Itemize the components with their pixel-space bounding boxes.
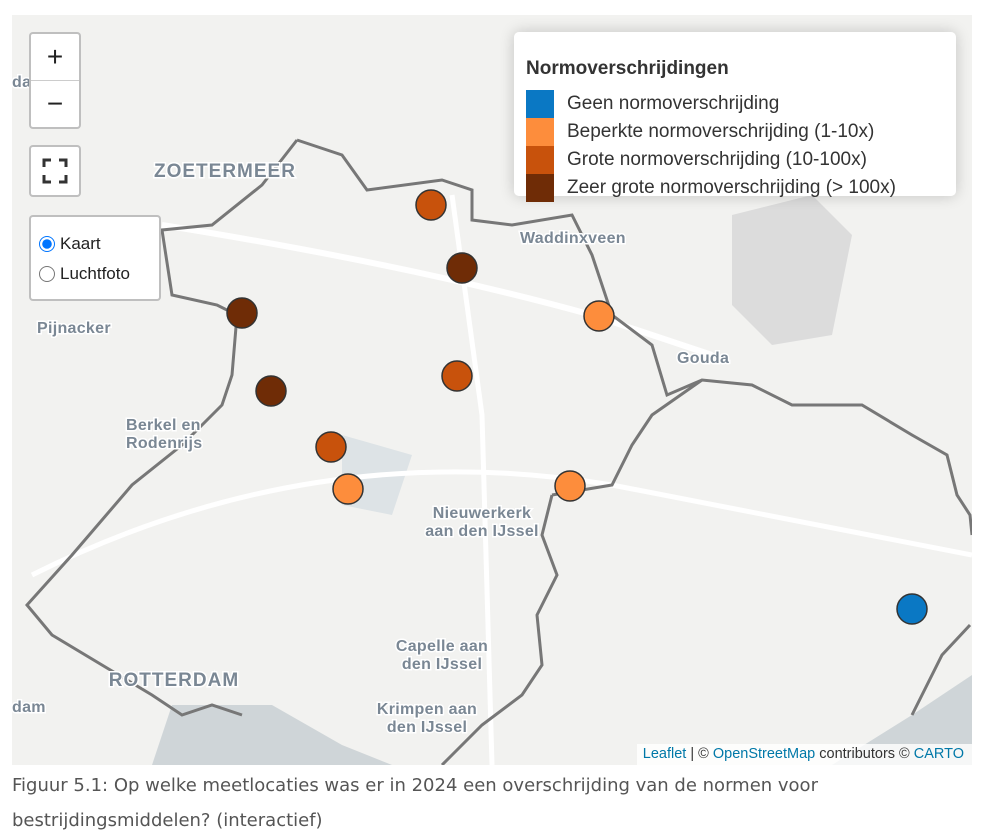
layer-control: Kaart Luchtfoto [29, 215, 161, 301]
place-label-line: Pijnacker [37, 320, 111, 337]
radio[interactable] [39, 236, 55, 252]
place-label-line: den IJssel [402, 656, 482, 673]
link[interactable]: Leaflet [642, 746, 687, 762]
river [832, 675, 972, 765]
river [152, 705, 392, 765]
marker[interactable] [554, 470, 586, 502]
marker[interactable] [446, 252, 478, 284]
legend-swatch [526, 174, 554, 202]
land [12, 15, 972, 765]
place-label-line: Gouda [677, 350, 729, 367]
place-label-line: Rodenrijs [126, 435, 203, 452]
legend-label: Beperkte normoverschrijding (1-10x) [567, 121, 875, 142]
place-label-line: ROTTERDAM [109, 670, 239, 691]
place-label: ZOETERMEER [154, 161, 296, 182]
legend-swatch [526, 146, 554, 174]
layer-option[interactable]: Luchtfoto [39, 259, 159, 289]
place-label: Capelle aan den IJssel [396, 638, 488, 673]
zoom-control: + − [29, 32, 81, 129]
place-label-line: Nieuwerkerk [433, 505, 531, 522]
map-canvas: ZOETERMEER Waddinxveen Pijnacker Gouda Berke… [12, 15, 972, 765]
greenhouse [732, 195, 852, 345]
place-label-line: Berkel en [126, 417, 201, 434]
radio[interactable] [39, 266, 55, 282]
link[interactable]: CARTO [913, 746, 964, 762]
legend: Normoverschrijdingen Geen normoverschrij… [514, 32, 956, 202]
legend-item: Beperkte normoverschrijding (1-10x) [526, 118, 874, 146]
background [12, 15, 972, 765]
place-label-line: ZOETERMEER [154, 161, 296, 182]
fullscreen-icon [42, 158, 68, 184]
zoom-in[interactable]: + [46, 41, 64, 72]
zoom-out[interactable]: − [31, 80, 79, 127]
place-label: Waddinxveen [520, 230, 626, 247]
legend-item: Geen normoverschrijding [526, 90, 779, 118]
link[interactable]: OpenStreetMap [712, 746, 816, 762]
marker[interactable] [896, 593, 928, 625]
caption: Figuur 5.1: Op welke meetlocaties was er… [12, 775, 818, 831]
place-label-line: Capelle aan [396, 638, 488, 655]
marker[interactable] [226, 297, 258, 329]
layer-label: Kaart [60, 234, 101, 253]
markers [226, 189, 928, 625]
attribution: Leaflet | © OpenStreetMap contributors ©… [636, 744, 972, 765]
legend-label: Geen normoverschrijding [567, 93, 780, 114]
place-label: Berkel en Rodenrijs [126, 417, 203, 452]
place-label-line: Krimpen aan [377, 701, 477, 718]
road [161, 222, 713, 358]
marker[interactable] [415, 189, 447, 221]
legend-swatch [526, 90, 554, 118]
place-label-line: den IJssel [387, 719, 467, 736]
road [30, 469, 972, 578]
text: | © [686, 746, 713, 762]
map[interactable]: ZOETERMEER Waddinxveen Pijnacker Gouda Berke… [12, 15, 972, 765]
marker[interactable] [255, 375, 287, 407]
place-label: Gouda [677, 350, 729, 367]
legend-swatch [526, 118, 554, 146]
place-label-line: da [12, 74, 31, 91]
legend-label: Zeer grote normoverschrijding (> 100x) [567, 177, 896, 198]
legend-item: Zeer grote normoverschrijding (> 100x) [526, 174, 896, 202]
place-label: Pijnacker [37, 320, 111, 337]
marker[interactable] [332, 473, 364, 505]
layer-option[interactable]: Kaart [39, 229, 159, 259]
fullscreen-button[interactable] [29, 145, 81, 197]
legend-item: Grote normoverschrijding (10-100x) [526, 146, 867, 174]
place-label: Nieuwerkerk aan den IJssel [425, 505, 539, 540]
place-label-line: Waddinxveen [520, 230, 626, 247]
place-label: Krimpen aan den IJssel [377, 701, 477, 736]
place-label-line: dam [12, 699, 46, 716]
municipality-border [25, 138, 972, 765]
legend-label: Grote normoverschrijding (10-100x) [567, 149, 867, 170]
place-label: dam [12, 699, 46, 716]
layer-label: Luchtfoto [60, 264, 130, 283]
place-labels: ZOETERMEER Waddinxveen Pijnacker Gouda Berke… [12, 73, 730, 738]
legend-title: Normoverschrijdingen [526, 58, 729, 79]
marker[interactable] [315, 431, 347, 463]
place-label: ROTTERDAM [109, 670, 239, 691]
place-label: da [12, 74, 31, 91]
text: contributors © [815, 746, 914, 762]
marker[interactable] [583, 300, 615, 332]
place-label-line: aan den IJssel [425, 523, 539, 540]
marker[interactable] [441, 360, 473, 392]
